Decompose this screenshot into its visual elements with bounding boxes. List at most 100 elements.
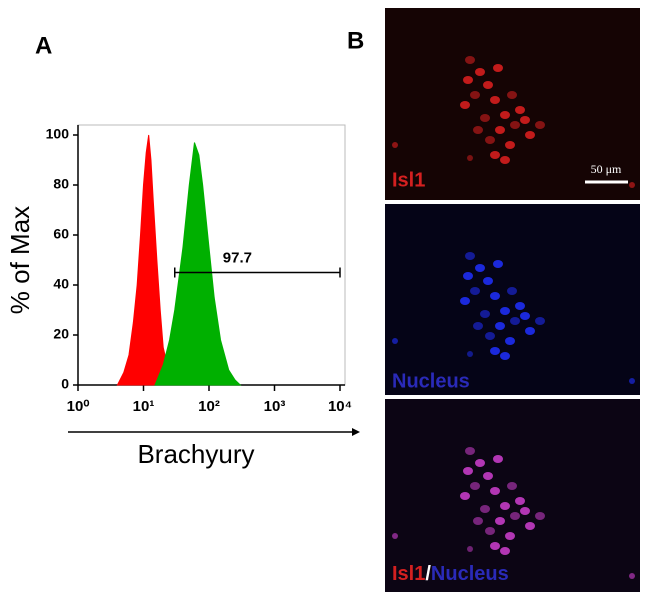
cell [520, 312, 530, 320]
label-part: / [425, 563, 431, 585]
cell [392, 533, 398, 539]
cell [493, 260, 503, 268]
cell [473, 517, 483, 525]
cell [500, 111, 510, 119]
cell [535, 512, 545, 520]
cell [467, 546, 473, 552]
cell [483, 472, 493, 480]
image-label: Isl1/Nucleus [392, 563, 509, 585]
x-tick-label: 10⁴ [328, 398, 352, 415]
cell [490, 292, 500, 300]
cell [465, 447, 475, 455]
cell [490, 487, 500, 495]
cell [515, 106, 525, 114]
cell [485, 332, 495, 340]
cell [473, 126, 483, 134]
x-tick-label: 10⁰ [67, 398, 90, 415]
cell [525, 522, 535, 530]
cell [495, 517, 505, 525]
cell [460, 101, 470, 109]
cell [493, 455, 503, 463]
cell [493, 64, 503, 72]
cell [470, 91, 480, 99]
panel-label: A [35, 32, 52, 59]
y-tick-label: 80 [53, 176, 69, 192]
cell [515, 497, 525, 505]
cell [480, 310, 490, 318]
scale-bar-label: 50 μm [591, 162, 622, 176]
cell [463, 76, 473, 84]
cell [483, 81, 493, 89]
cell [500, 352, 510, 360]
cell [485, 527, 495, 535]
y-tick-label: 20 [53, 326, 69, 342]
cell [465, 252, 475, 260]
cell [490, 347, 500, 355]
histogram-area [154, 142, 242, 386]
x-tick-label: 10² [198, 398, 220, 415]
cell [490, 542, 500, 550]
y-tick-label: 100 [46, 126, 70, 142]
cell [495, 322, 505, 330]
cell [490, 96, 500, 104]
cell [507, 287, 517, 295]
image-panel [385, 204, 640, 395]
cell [463, 272, 473, 280]
x-tick-label: 10¹ [133, 398, 155, 415]
cell [500, 307, 510, 315]
cell [460, 297, 470, 305]
cell [500, 547, 510, 555]
histogram-area [116, 134, 176, 386]
cell [510, 121, 520, 129]
cell [505, 337, 515, 345]
gate-label: 97.7 [223, 249, 252, 266]
cell [525, 131, 535, 139]
label-part: Isl1 [392, 563, 425, 585]
cell [520, 507, 530, 515]
image-panel [385, 8, 640, 200]
cell [515, 302, 525, 310]
cell [485, 136, 495, 144]
y-tick-label: 60 [53, 226, 69, 242]
cell [495, 126, 505, 134]
cell [510, 512, 520, 520]
cell [629, 378, 635, 384]
cell [520, 116, 530, 124]
cell [505, 532, 515, 540]
cell [490, 151, 500, 159]
cell [483, 277, 493, 285]
cell [510, 317, 520, 325]
cell [500, 502, 510, 510]
cell [535, 317, 545, 325]
image-panel [385, 399, 640, 592]
cell [392, 338, 398, 344]
cell [475, 459, 485, 467]
cell [470, 482, 480, 490]
x-axis-label: Brachyury [137, 439, 254, 469]
cell [392, 142, 398, 148]
cell [500, 156, 510, 164]
cell [460, 492, 470, 500]
y-tick-label: 0 [61, 376, 69, 392]
cell [473, 322, 483, 330]
cell [525, 327, 535, 335]
cell [507, 91, 517, 99]
cell [475, 68, 485, 76]
image-label: Isl1 [392, 169, 425, 191]
cell [629, 573, 635, 579]
cell [467, 155, 473, 161]
cell [535, 121, 545, 129]
cell [629, 182, 635, 188]
cell [505, 141, 515, 149]
cell [475, 264, 485, 272]
image-label: Nucleus [392, 370, 470, 392]
label-part: Nucleus [431, 563, 509, 585]
arrow-head [352, 428, 360, 436]
y-tick-label: 40 [53, 276, 69, 292]
panel-label: B [347, 27, 364, 54]
cell [465, 56, 475, 64]
cell [467, 351, 473, 357]
cell [463, 467, 473, 475]
cell [480, 114, 490, 122]
